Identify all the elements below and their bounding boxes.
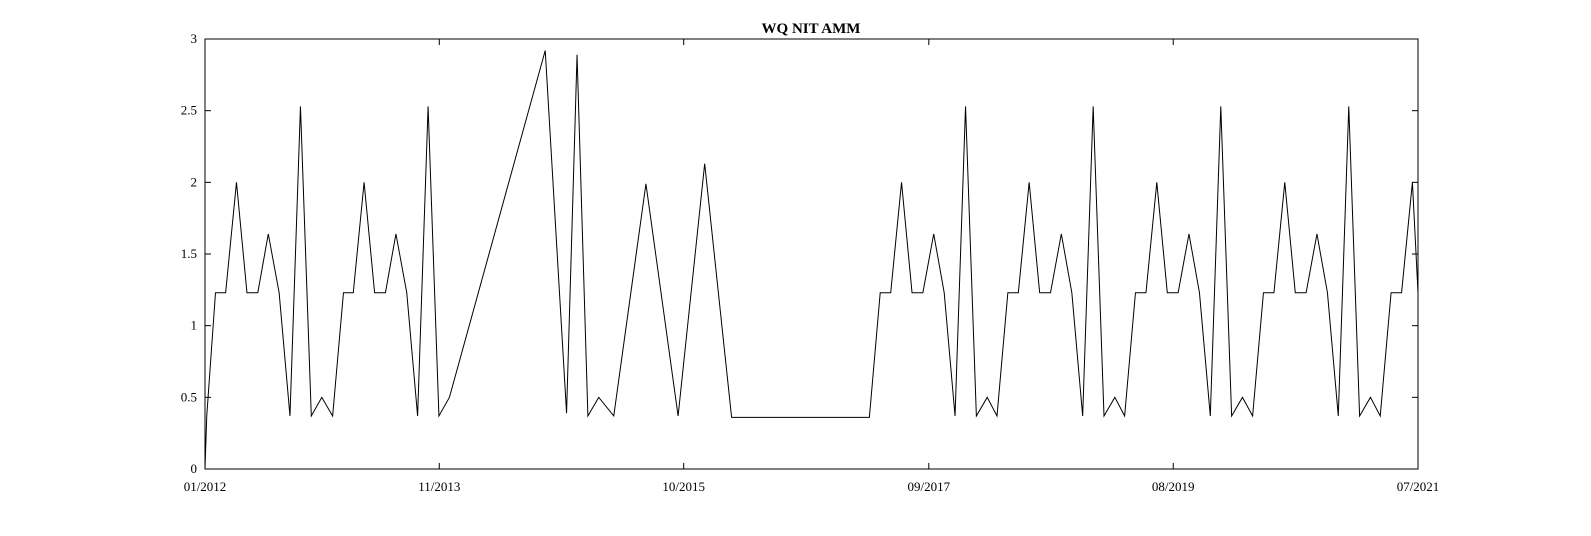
y-tick-label: 2.5 [181,103,197,118]
y-tick-label: 3 [191,31,198,46]
y-tick-label: 0 [191,461,198,476]
x-tick-label: 01/2012 [184,479,227,494]
plot-area [205,50,1418,469]
x-tick-label: 10/2015 [662,479,705,494]
y-tick-label: 0.5 [181,389,197,404]
x-tick-label: 09/2017 [908,479,951,494]
y-tick-label: 1.5 [181,246,197,261]
chart-title: WQ NIT AMM [762,21,861,37]
x-tick-label: 11/2013 [418,479,460,494]
x-tick-label: 07/2021 [1397,479,1440,494]
y-tick-label: 1 [191,318,198,333]
x-tick-label: 08/2019 [1152,479,1195,494]
series-line-0 [205,50,1418,469]
y-tick-label: 2 [191,174,198,189]
axes-box [204,38,1419,470]
axes: 0 0.5 1 1.5 2 2.5 3 01/2012 11/2013 10/2015 09/201… [181,31,1440,494]
